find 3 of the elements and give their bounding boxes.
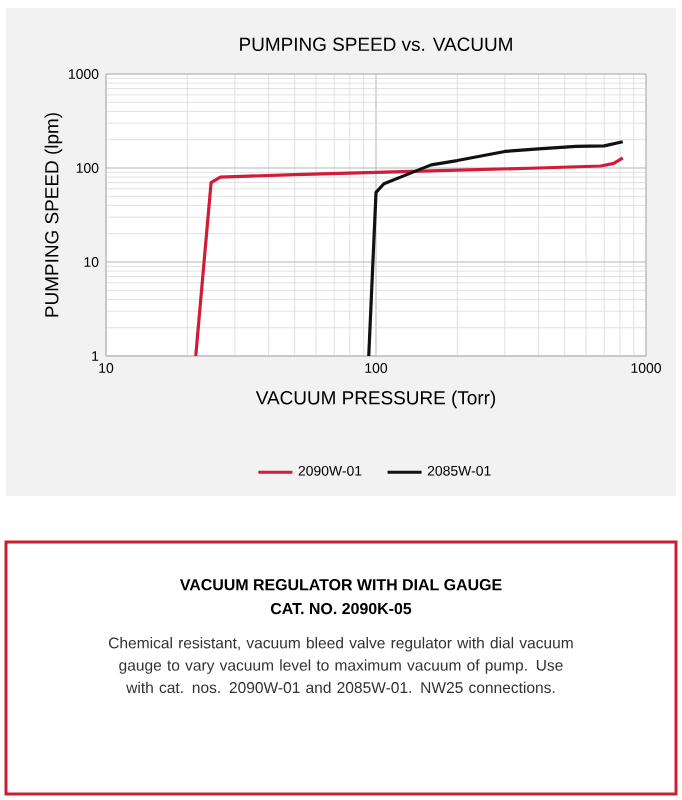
- chart-title: PUMPING SPEED vs. VACUUM: [240, 37, 512, 52]
- y-axis-title: PUMPING SPEED (lpm): [44, 113, 63, 317]
- x-axis-title: VACUUM PRESSURE (Torr): [255, 390, 496, 409]
